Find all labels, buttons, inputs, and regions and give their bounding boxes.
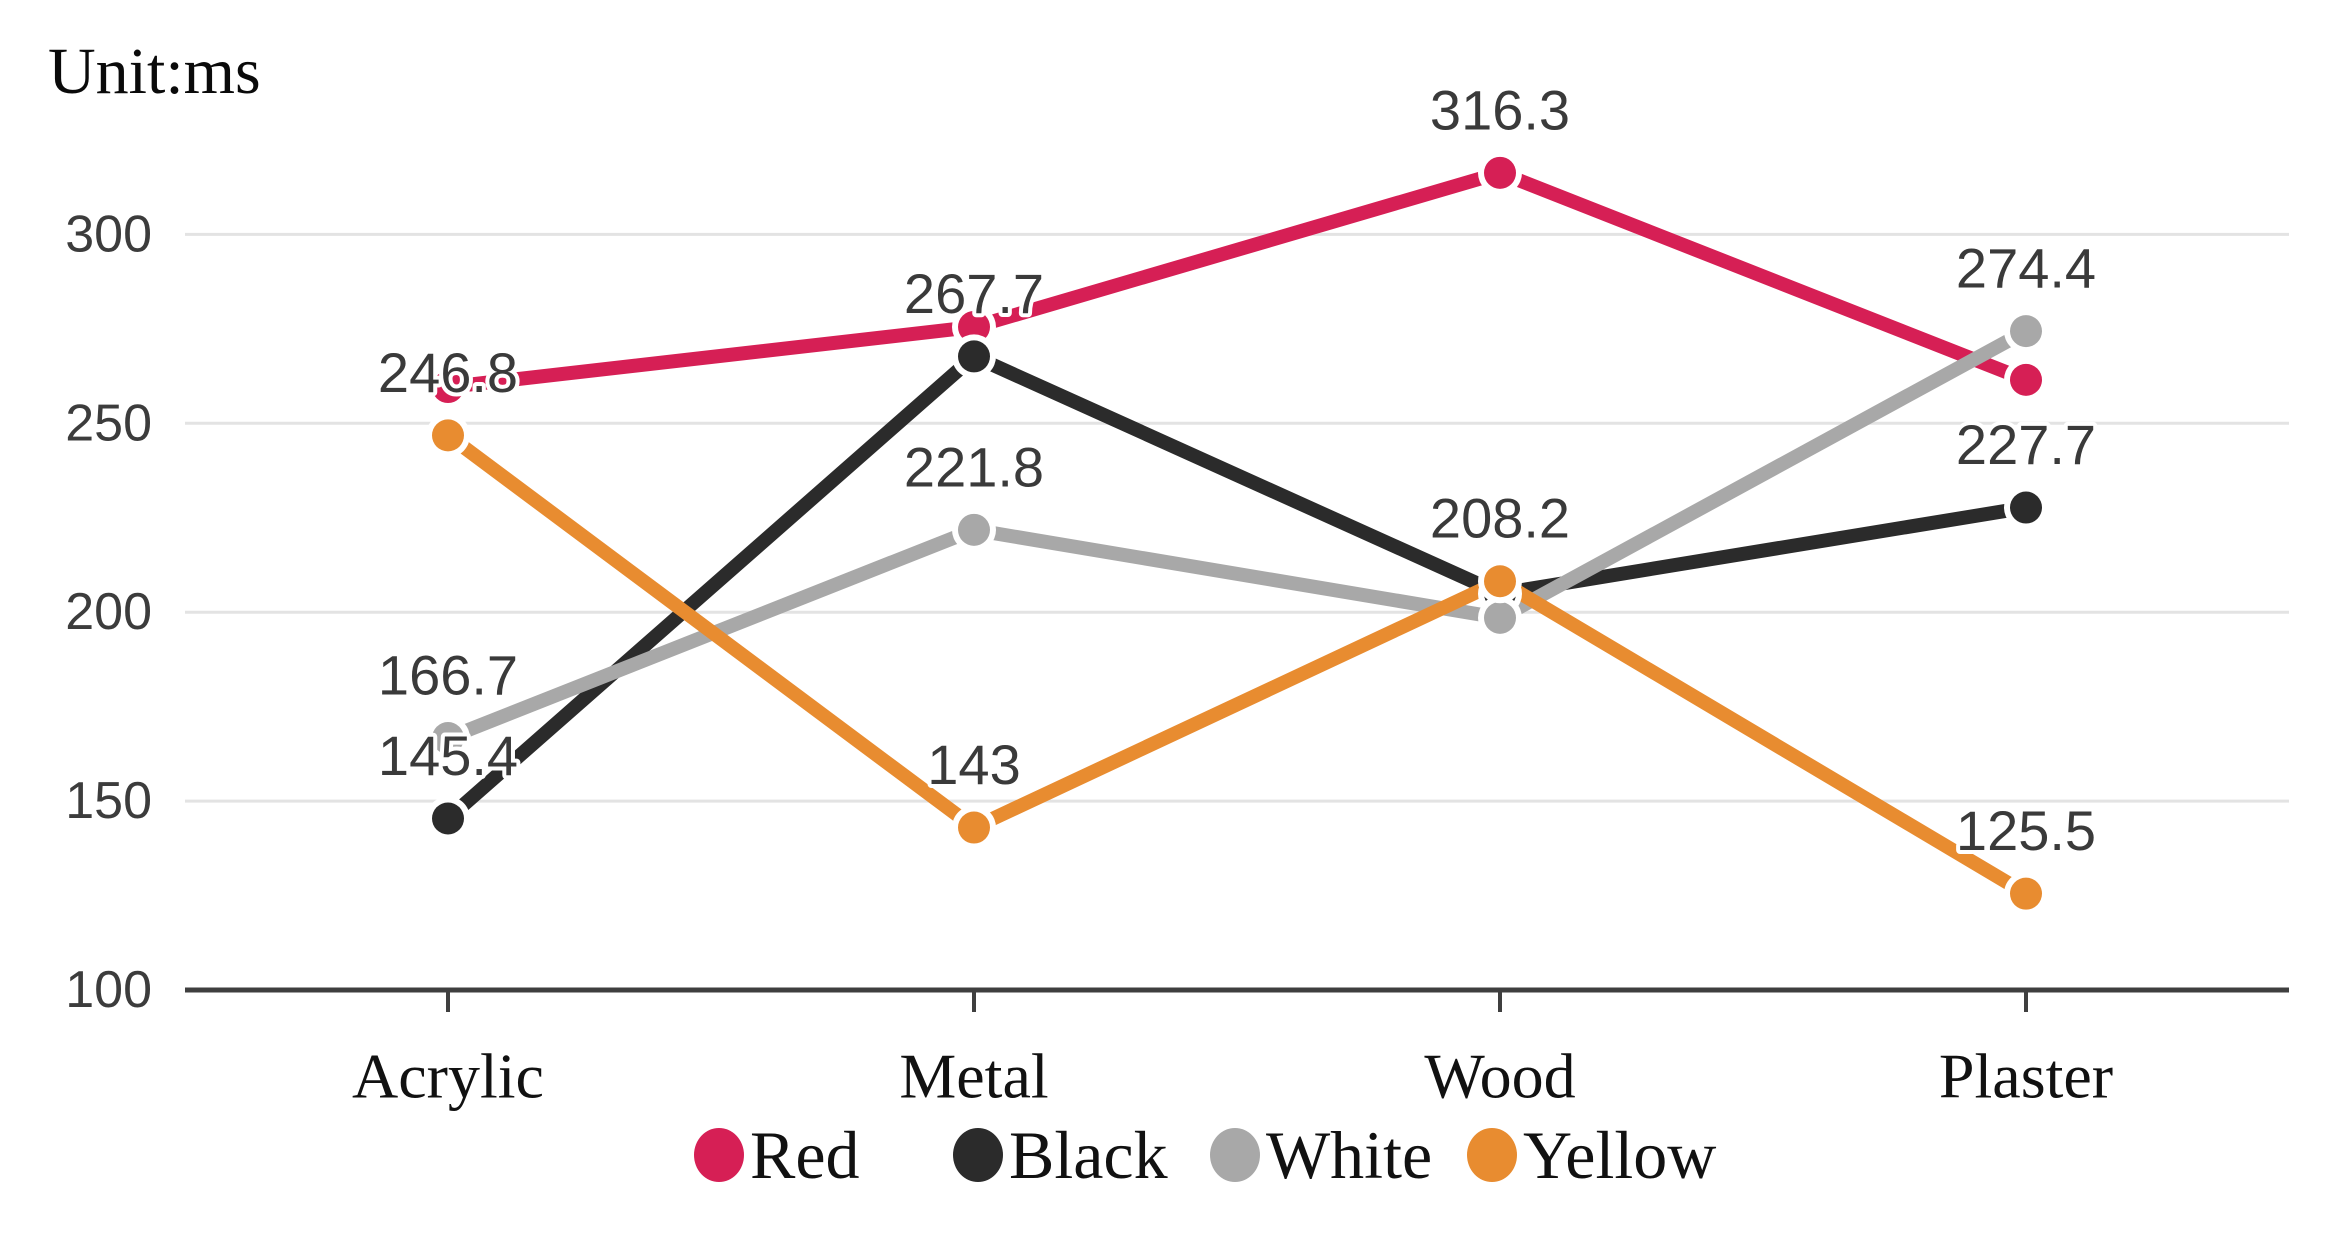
legend-label-black: Black — [1009, 1117, 1168, 1193]
legend-item-black[interactable]: Black — [953, 1117, 1168, 1193]
legend-marker-yellow — [1467, 1128, 1517, 1182]
legend-label-white: White — [1266, 1117, 1432, 1193]
series-line-white — [445, 324, 2030, 745]
series-line-yellow — [443, 429, 2030, 900]
y-axis-tick-label-200: 200 — [65, 583, 152, 641]
legend-marker-red — [694, 1128, 744, 1182]
point-red-metal — [958, 310, 990, 343]
y-axis-tick-label-300: 300 — [65, 205, 152, 263]
legend-label-yellow: Yellow — [1523, 1117, 1716, 1193]
legend-label-red: Red — [750, 1117, 860, 1193]
legend-marker-white — [1210, 1128, 1260, 1182]
point-yellow-acrylic — [432, 419, 464, 452]
point-red-acrylic — [432, 371, 464, 404]
point-black-acrylic — [432, 802, 464, 835]
point-label-black-plaster: 227.7 — [1956, 413, 2096, 476]
x-axis-label-plaster: Plaster — [1939, 1041, 2113, 1112]
x-axis-label-metal: Metal — [899, 1041, 1048, 1112]
point-label-white-metal: 221.8 — [904, 435, 1044, 498]
series-line-red — [447, 165, 2029, 394]
point-label-white-plaster: 274.4 — [1956, 237, 2096, 300]
point-yellow-metal — [958, 811, 990, 844]
point-white-wood — [1484, 601, 1516, 634]
x-axis-label-acrylic: Acrylic — [352, 1041, 544, 1112]
point-label-black-metal: 267.7 — [904, 262, 1044, 325]
y-axis-tick-label-250: 250 — [65, 394, 152, 452]
legend-item-red[interactable]: Red — [694, 1117, 860, 1193]
point-white-plaster — [2010, 315, 2042, 348]
point-black-plaster — [2010, 491, 2042, 524]
point-red-plaster — [2010, 363, 2042, 396]
unit-label: Unit:ms — [48, 35, 261, 108]
x-axis-label-wood: Wood — [1424, 1041, 1575, 1112]
legend-marker-black — [953, 1128, 1003, 1182]
point-label-yellow-acrylic: 246.8 — [378, 341, 518, 404]
point-white-metal — [958, 513, 990, 546]
point-yellow-plaster — [2010, 877, 2042, 910]
y-axis-tick-label-100: 100 — [65, 961, 152, 1019]
point-yellow-wood — [1484, 565, 1516, 598]
point-label-yellow-plaster: 125.5 — [1956, 799, 2096, 862]
legend-item-yellow[interactable]: Yellow — [1467, 1117, 1716, 1193]
point-black-metal — [958, 340, 990, 373]
point-label-red-wood: 316.3 — [1430, 78, 1570, 141]
point-red-wood — [1484, 156, 1516, 189]
point-white-acrylic — [432, 722, 464, 755]
legend-item-white[interactable]: White — [1210, 1117, 1432, 1193]
series-line-black — [443, 349, 2028, 824]
point-label-white-acrylic: 166.7 — [378, 644, 518, 707]
point-label-yellow-metal: 143 — [927, 733, 1020, 796]
point-label-black-acrylic: 145.4 — [378, 724, 518, 787]
point-label-yellow-wood: 208.2 — [1430, 487, 1570, 550]
y-axis-tick-label-150: 150 — [65, 772, 152, 830]
